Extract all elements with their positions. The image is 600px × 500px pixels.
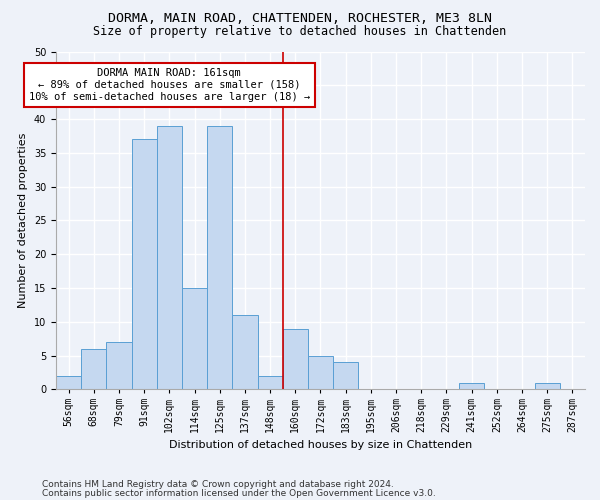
Text: DORMA MAIN ROAD: 161sqm
← 89% of detached houses are smaller (158)
10% of semi-d: DORMA MAIN ROAD: 161sqm ← 89% of detache… <box>29 68 310 102</box>
Y-axis label: Number of detached properties: Number of detached properties <box>18 133 28 308</box>
Bar <box>81 349 106 390</box>
Text: Contains public sector information licensed under the Open Government Licence v3: Contains public sector information licen… <box>42 488 436 498</box>
Text: Size of property relative to detached houses in Chattenden: Size of property relative to detached ho… <box>94 25 506 38</box>
Bar <box>535 382 560 390</box>
Bar <box>207 126 232 390</box>
Bar <box>333 362 358 390</box>
Bar <box>257 376 283 390</box>
Bar <box>131 140 157 390</box>
Bar <box>459 382 484 390</box>
Bar <box>56 376 81 390</box>
Bar <box>106 342 131 390</box>
Bar <box>283 328 308 390</box>
Bar <box>308 356 333 390</box>
X-axis label: Distribution of detached houses by size in Chattenden: Distribution of detached houses by size … <box>169 440 472 450</box>
Text: DORMA, MAIN ROAD, CHATTENDEN, ROCHESTER, ME3 8LN: DORMA, MAIN ROAD, CHATTENDEN, ROCHESTER,… <box>108 12 492 26</box>
Bar <box>182 288 207 390</box>
Bar <box>157 126 182 390</box>
Text: Contains HM Land Registry data © Crown copyright and database right 2024.: Contains HM Land Registry data © Crown c… <box>42 480 394 489</box>
Bar <box>232 315 257 390</box>
